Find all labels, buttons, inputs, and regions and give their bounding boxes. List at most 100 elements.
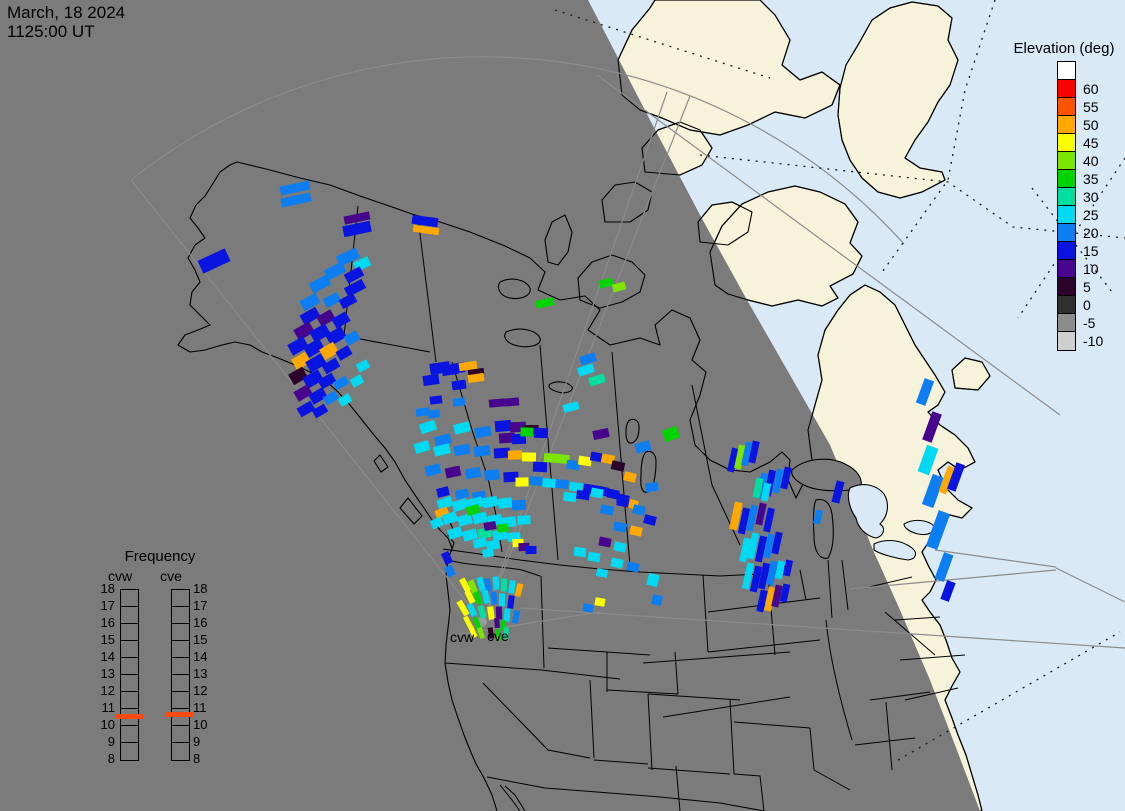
- frequency-bar-segment: [121, 590, 138, 607]
- elevation-legend-title: Elevation (deg): [1013, 40, 1115, 57]
- frequency-tick-label: 16: [193, 615, 208, 630]
- echo-cell: [493, 447, 511, 459]
- echo-cell: [453, 443, 471, 457]
- echo-cell: [606, 488, 620, 500]
- echo-cell: [772, 468, 784, 494]
- echo-cell: [476, 576, 486, 592]
- echo-cell: [757, 562, 771, 590]
- echo-cell: [780, 466, 792, 490]
- echo-cell: [646, 572, 660, 588]
- echo-cell: [588, 373, 606, 387]
- us-state-borders-west: [444, 559, 765, 811]
- echo-cell: [623, 471, 637, 483]
- echo-cell: [946, 462, 966, 492]
- puget-sound: [447, 519, 455, 553]
- elevation-tick-label: 30: [1083, 189, 1099, 205]
- echo-cell: [497, 497, 513, 509]
- fov-line-atlantic-b: [934, 549, 1057, 568]
- echo-cell: [504, 397, 520, 407]
- echo-cell: [634, 440, 652, 454]
- echo-cell: [280, 192, 312, 208]
- frequency-bar-segment: [172, 709, 189, 726]
- echo-cell: [296, 400, 316, 418]
- echo-cell: [565, 459, 581, 471]
- frequency-tick-label: 10: [193, 717, 208, 732]
- mexico-border: [486, 776, 765, 811]
- echo-cell: [490, 591, 498, 605]
- echo-cell: [543, 453, 559, 463]
- echo-cell: [763, 507, 775, 533]
- echo-cell: [779, 583, 791, 603]
- echo-cell: [429, 516, 445, 530]
- echo-cell: [934, 552, 954, 582]
- echo-cell: [473, 444, 491, 458]
- frequency-tick-label: 9: [107, 734, 115, 749]
- echo-cell: [343, 278, 367, 298]
- echo-cell: [594, 597, 606, 607]
- echo-cell: [575, 489, 591, 501]
- echo-cell: [589, 451, 605, 463]
- echo-cell: [454, 488, 470, 500]
- echo-cell: [309, 323, 331, 343]
- fov-line-south-b: [519, 607, 1125, 649]
- echo-cell: [650, 593, 664, 607]
- echo-cell: [556, 453, 570, 465]
- echo-cell: [599, 504, 615, 516]
- frequency-tick-label: 11: [101, 700, 116, 715]
- echo-cell: [521, 452, 537, 462]
- elevation-tick-label: -5: [1083, 315, 1096, 331]
- echo-cell: [322, 390, 340, 406]
- echo-cell: [529, 476, 543, 486]
- frequency-tick-label: 11: [193, 700, 207, 715]
- frequency-tick-label: 12: [193, 683, 208, 698]
- echo-cell: [940, 580, 956, 602]
- echo-cell: [741, 441, 753, 467]
- echo-cell: [444, 465, 462, 479]
- frequency-tick-label: 18: [193, 581, 208, 596]
- echo-cell: [487, 627, 495, 639]
- frequency-legend-title: Frequency: [124, 548, 196, 565]
- echo-cell: [532, 461, 548, 473]
- echo-cell: [472, 511, 488, 525]
- echo-cell: [831, 480, 845, 504]
- echo-cell: [461, 528, 479, 542]
- frequency-bar-segment: [121, 607, 138, 624]
- elevation-legend: Elevation (deg) 60 55 50 45 40 35 30 25 20 15 10 5 0…: [1005, 40, 1123, 351]
- date-text: March, 18 2024: [7, 3, 126, 22]
- echo-cell: [632, 504, 646, 516]
- frequency-tick-label: 10: [100, 717, 115, 732]
- echo-cell: [483, 578, 493, 592]
- frequency-bar-segment: [172, 743, 189, 760]
- echo-cell: [342, 220, 372, 238]
- echo-cell: [303, 338, 325, 358]
- frequency-tick-label: 8: [193, 751, 201, 766]
- echo-cell: [812, 509, 824, 525]
- echo-cell: [343, 211, 371, 225]
- echo-cell: [499, 593, 505, 607]
- echo-cell: [302, 369, 324, 389]
- echo-cell: [436, 486, 450, 498]
- echo-cell: [749, 565, 763, 593]
- echo-cell: [316, 309, 336, 327]
- echo-cell: [746, 532, 760, 560]
- echo-cell: [487, 606, 495, 620]
- echo-cell: [500, 578, 508, 592]
- echo-cell: [498, 432, 516, 444]
- elevation-tick-label: 25: [1083, 207, 1099, 223]
- elevation-cell: [1058, 62, 1075, 80]
- echo-cell: [629, 525, 643, 537]
- frequency-marker-cvw: [115, 713, 143, 719]
- echo-cell: [921, 473, 945, 509]
- echo-cell: [335, 345, 353, 361]
- frequency-bar-cvw: [120, 589, 139, 761]
- echo-cell: [525, 545, 537, 555]
- elevation-cell: [1058, 206, 1075, 224]
- echo-cell: [291, 351, 311, 371]
- frequency-bar-segment: [172, 692, 189, 709]
- echo-cell: [338, 292, 358, 310]
- elevation-tick-label: 50: [1083, 117, 1099, 133]
- echo-cell: [427, 409, 441, 419]
- elevation-tick-label: 10: [1083, 261, 1099, 277]
- echo-cell: [459, 577, 471, 593]
